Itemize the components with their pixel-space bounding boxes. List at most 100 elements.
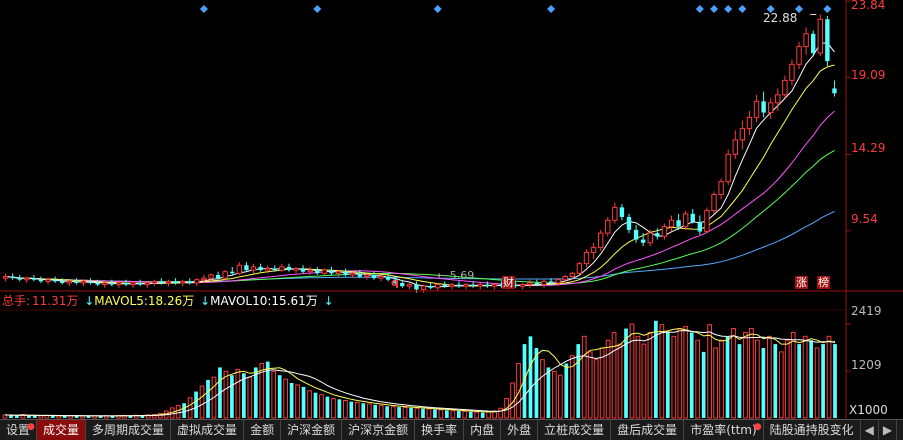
event-marker-q[interactable]: q	[391, 276, 399, 289]
candle-down	[626, 213, 632, 234]
volume-bar-up	[802, 335, 808, 419]
volume-bar-up	[599, 347, 605, 419]
candle-body	[400, 282, 405, 287]
volume-bar-up	[581, 335, 587, 419]
volume-bar-down	[313, 392, 318, 418]
volume-bar-down	[624, 328, 628, 418]
candle-up	[264, 265, 271, 274]
volume-bar-down	[9, 415, 13, 418]
candle-down	[633, 225, 639, 243]
volume-bar-down	[32, 415, 37, 418]
candle-up	[520, 282, 526, 290]
candle-body	[597, 232, 604, 249]
volume-bar-up	[390, 406, 396, 419]
tab-multi-period-volume[interactable]: 多周期成交量	[86, 420, 172, 440]
candle-down	[548, 278, 554, 285]
volume-bar-up	[378, 405, 384, 419]
candle-up	[704, 207, 710, 234]
candle-body	[74, 281, 79, 283]
candle-body	[746, 116, 753, 130]
candle-body	[385, 276, 391, 280]
volume-bar-up	[187, 397, 193, 419]
tab-scroll-right-button[interactable]: ▶	[879, 420, 898, 440]
diamond-marker-icon	[823, 5, 832, 13]
candle-body	[10, 276, 15, 279]
volume-bar-up	[755, 339, 760, 419]
candle-down	[811, 30, 816, 57]
candle-body	[230, 271, 235, 274]
candle-up	[732, 130, 738, 160]
event-marker-bang[interactable]: 榜	[817, 276, 830, 289]
candle-down	[697, 215, 703, 235]
volume-bar-down	[74, 416, 79, 418]
candle-body	[321, 269, 328, 274]
down-arrow-icon: ↓	[323, 294, 334, 308]
candle-body	[420, 285, 427, 290]
candle-body	[832, 88, 837, 94]
mavol5-value: 18.26万	[147, 294, 195, 308]
candle-body	[456, 284, 462, 287]
volume-bar-up	[307, 390, 312, 419]
candle-body	[520, 284, 526, 287]
tab-virtual-volume[interactable]: 虚拟成交量	[171, 420, 245, 440]
candle-down	[385, 273, 391, 282]
volume-bar-up	[516, 363, 521, 419]
candle-up	[612, 202, 618, 224]
volume-bar-down	[62, 415, 67, 418]
volume-bar-up	[790, 331, 796, 419]
tab-amount[interactable]: 金额	[244, 420, 282, 440]
candle-up	[477, 282, 483, 290]
volume-bar-up	[426, 408, 432, 419]
volume-bar-down	[182, 403, 186, 418]
candle-body	[130, 282, 136, 286]
candle-up	[66, 279, 73, 287]
tab-label: 外盘	[507, 423, 532, 437]
candle-down	[258, 263, 263, 272]
tab-hk-connect-holding[interactable]: 陆股通持股变化	[764, 420, 861, 440]
red-dot-icon: ●	[753, 422, 762, 432]
volume-bar-up	[354, 401, 360, 419]
candle-body	[60, 281, 65, 283]
tab-label: 成交量	[43, 423, 80, 437]
tab-sh-sz-amount[interactable]: 沪深金额	[281, 420, 343, 440]
candle-up	[767, 98, 774, 119]
tab-pile-volume[interactable]: 立桩成交量	[538, 420, 612, 440]
price-pane	[2, 13, 837, 293]
tab-after-hours-volume[interactable]: 盘后成交量	[611, 420, 685, 440]
candle-down	[17, 274, 22, 282]
candle-body	[817, 18, 823, 54]
tab-turnover-rate[interactable]: 换手率	[415, 420, 465, 440]
mavol10-line	[4, 330, 835, 417]
candle-body	[109, 282, 115, 285]
tab-sh-sz-bj-amount[interactable]: 沪深京金额	[342, 420, 416, 440]
candle-body	[541, 280, 547, 286]
price-tick-label: 19.09	[851, 68, 886, 82]
tab-inner-volume[interactable]: 内盘	[464, 420, 502, 440]
candle-up	[463, 282, 469, 290]
tab-outer-volume[interactable]: 外盘	[501, 420, 539, 440]
tab-scroll-left-button[interactable]: ◀	[861, 420, 879, 440]
tab-volume[interactable]: 成交量	[37, 420, 87, 440]
candle-up	[803, 27, 809, 55]
candle-body	[123, 282, 129, 285]
event-marker-zhang[interactable]: 涨	[795, 276, 808, 289]
event-marker-row	[199, 5, 832, 13]
low-price-label: ← 5.69	[437, 269, 475, 282]
volume-bar-down	[701, 351, 706, 418]
volume-bar-up	[587, 351, 593, 419]
candle-down	[442, 281, 447, 288]
candle-body	[201, 277, 207, 281]
candle-up	[250, 263, 257, 274]
candle-down	[456, 281, 462, 288]
tab-pe-ttm[interactable]: 市盈率(ttm) ●	[684, 420, 764, 440]
candle-up	[406, 282, 413, 290]
tab-settings[interactable]: 设置 ●	[0, 420, 38, 440]
volume-bar-down	[421, 408, 425, 418]
volume-bar-up	[247, 376, 253, 419]
event-marker-cai[interactable]: 财	[502, 276, 515, 289]
candle-down	[832, 80, 837, 97]
candle-body	[803, 33, 809, 48]
candle-body	[194, 279, 200, 284]
candle-body	[406, 284, 413, 287]
